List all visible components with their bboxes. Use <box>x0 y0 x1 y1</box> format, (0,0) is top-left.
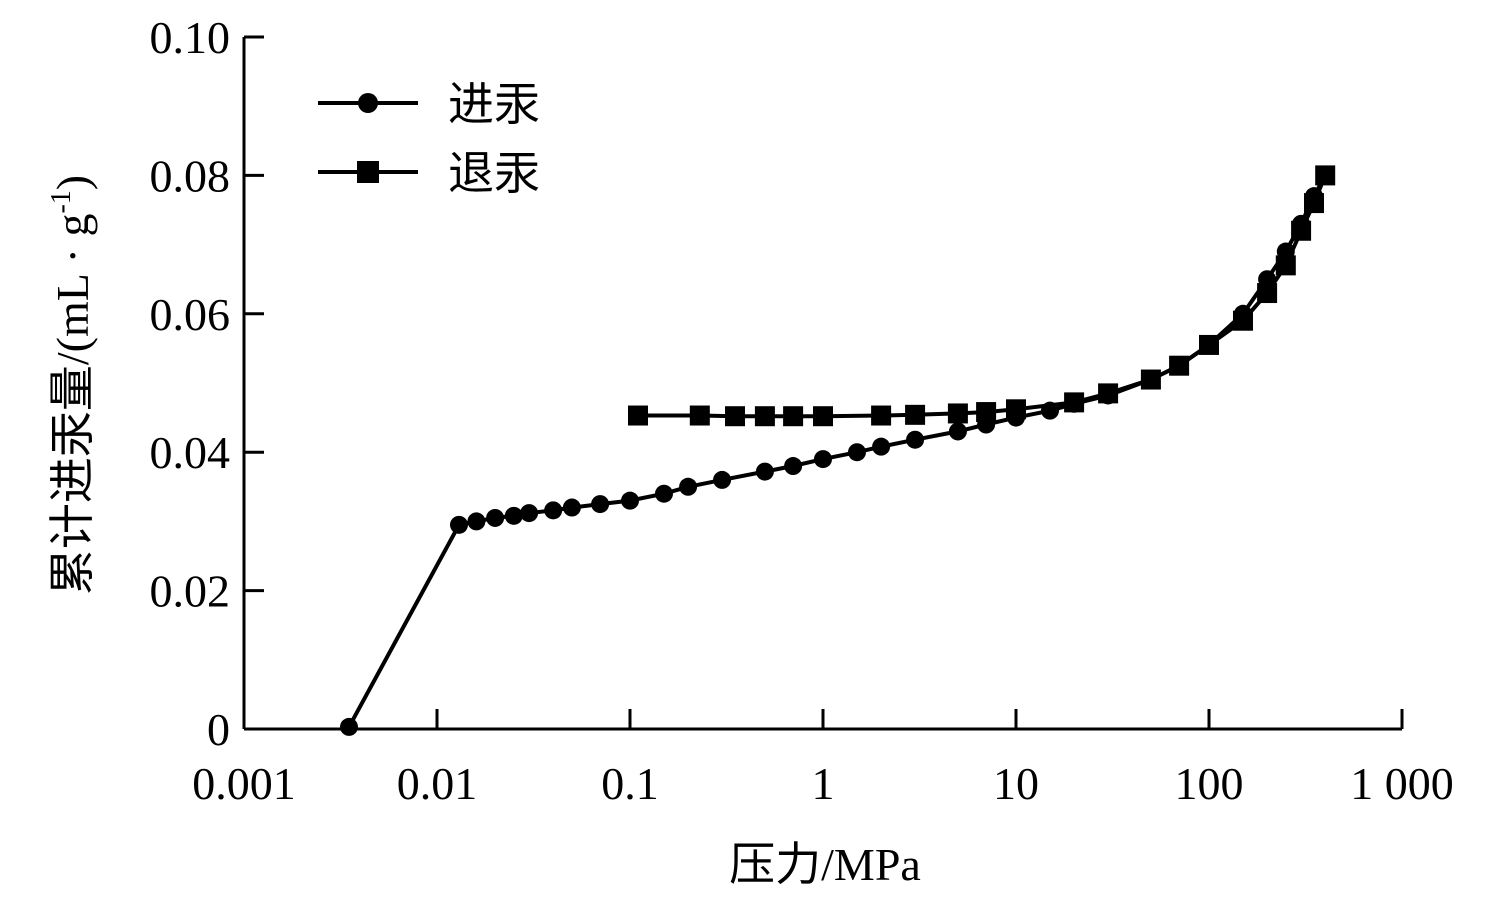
data-point <box>872 437 891 456</box>
x-tick-label: 100 <box>1175 758 1244 809</box>
data-point <box>654 484 673 503</box>
data-point <box>562 498 581 517</box>
data-point <box>906 430 925 449</box>
data-point <box>1291 220 1312 241</box>
data-point <box>1257 283 1278 304</box>
data-point <box>871 405 892 426</box>
y-tick-label: 0.04 <box>150 427 231 478</box>
data-point <box>754 406 775 427</box>
data-point <box>486 508 505 527</box>
data-point <box>948 422 967 441</box>
x-tick-label: 10 <box>993 758 1039 809</box>
y-axis-label-sup: -1 <box>46 190 77 213</box>
legend-marker <box>358 93 378 113</box>
legend-item: 退汞 <box>318 148 540 199</box>
data-point <box>713 470 732 489</box>
legend-label: 进汞 <box>448 79 540 130</box>
series-layer <box>340 165 1336 736</box>
y-tick-label: 0 <box>207 704 230 755</box>
data-point <box>544 501 563 520</box>
data-point <box>1315 165 1336 186</box>
data-point <box>679 477 698 496</box>
y-tick-label: 0.08 <box>150 150 231 201</box>
data-point <box>1304 193 1325 214</box>
data-point <box>520 504 539 523</box>
x-tick-label: 1 <box>812 758 835 809</box>
data-point <box>449 515 468 534</box>
data-point <box>847 443 866 462</box>
data-point <box>784 457 803 476</box>
data-point <box>814 450 832 469</box>
x-tick-label: 0.01 <box>397 758 478 809</box>
x-tick-label: 0.1 <box>601 758 659 809</box>
data-point <box>591 495 610 514</box>
data-point <box>621 491 639 510</box>
data-point <box>725 406 746 427</box>
x-axis-label: 压力/MPa <box>729 839 921 890</box>
data-point <box>467 512 486 531</box>
data-point <box>504 506 523 525</box>
y-axis-label-main: 累计进汞量/(mL · g <box>47 214 98 596</box>
data-point <box>1232 310 1253 331</box>
data-point <box>1275 255 1296 276</box>
data-point <box>813 406 833 427</box>
data-point <box>1199 334 1219 355</box>
data-point <box>1064 392 1085 413</box>
data-point <box>1169 355 1190 376</box>
x-tick-label: 0.001 <box>192 758 296 809</box>
series-line <box>638 174 1328 419</box>
data-point <box>1140 369 1161 390</box>
series-extrusion <box>627 165 1336 427</box>
data-point <box>947 403 968 424</box>
series-intrusion <box>340 166 1335 736</box>
data-point <box>976 402 997 423</box>
data-point <box>783 406 804 427</box>
x-tick-label: 1 000 <box>1350 758 1454 809</box>
data-point <box>1006 399 1026 420</box>
data-point <box>627 405 648 426</box>
data-point <box>689 405 710 426</box>
axes: 0.001 0.01 0.1 1 10 100 1 000 0 0.02 0.04 0.06 0.08… <box>150 12 1454 809</box>
legend-item: 进汞 <box>318 79 540 130</box>
y-axis-label: 累计进汞量/(mL · g-1) <box>46 175 98 595</box>
legend-marker <box>357 161 379 183</box>
y-tick-label: 0.10 <box>150 12 231 63</box>
data-point <box>905 404 926 425</box>
series-line <box>347 174 1327 728</box>
y-tick-label: 0.06 <box>150 289 231 340</box>
y-tick-label: 0.02 <box>150 566 231 617</box>
legend-label: 退汞 <box>448 148 540 199</box>
data-point <box>340 717 359 736</box>
data-point <box>755 462 774 481</box>
y-axis-label-close: ) <box>47 175 98 190</box>
data-point <box>1098 383 1119 404</box>
